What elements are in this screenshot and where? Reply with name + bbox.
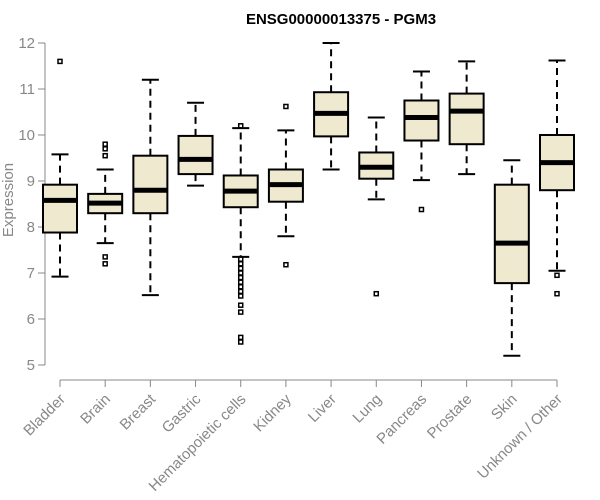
- box-group: [42, 58, 78, 278]
- y-tick-label: 5: [27, 357, 35, 374]
- box-iqr: [132, 154, 169, 215]
- x-tick-label: Pancreas: [373, 391, 430, 448]
- y-tick-label: 6: [27, 311, 35, 328]
- outlier-point: [373, 290, 380, 297]
- box-group: [222, 123, 259, 345]
- box-group: [267, 103, 304, 268]
- outlier-point: [237, 339, 244, 345]
- y-tick-label: 9: [27, 173, 35, 190]
- x-tick-label: Brain: [77, 391, 114, 428]
- box-iqr: [448, 92, 485, 146]
- x-tick-label: Skin: [488, 391, 521, 424]
- outlier-point: [237, 274, 244, 281]
- outlier-point: [283, 103, 289, 110]
- y-tick-label: 12: [18, 35, 35, 52]
- outlier-point: [57, 58, 63, 65]
- outlier-point: [237, 256, 244, 262]
- outlier-point: [237, 123, 244, 129]
- box-group: [539, 59, 575, 297]
- y-tick-label: 8: [27, 219, 35, 236]
- box-group: [313, 42, 350, 171]
- axes: 5 6 7 8 9 10 11 12: [18, 35, 558, 387]
- box-group: [493, 159, 530, 357]
- chart-title: ENSG00000013375 - PGM3: [246, 11, 436, 28]
- x-tick-label: Prostate: [424, 391, 476, 443]
- outlier-point: [102, 146, 108, 152]
- y-tick-label: 10: [18, 127, 35, 144]
- x-tick-label: Bladder: [20, 391, 69, 440]
- box-iqr: [177, 134, 214, 176]
- y-tick-label: 11: [19, 81, 35, 98]
- outlier-point: [237, 288, 244, 295]
- y-tick-label: 7: [27, 265, 35, 282]
- outlier-point: [237, 284, 244, 290]
- box-group: [448, 60, 485, 176]
- box-group: [358, 116, 395, 297]
- outlier-point: [237, 279, 244, 285]
- outlier-point: [102, 261, 108, 267]
- x-tick-label: Kidney: [250, 390, 295, 435]
- outlier-point: [102, 152, 108, 159]
- outlier-point: [237, 261, 244, 267]
- x-tick-label: Unknown / Other: [474, 391, 566, 483]
- outlier-point: [237, 309, 244, 315]
- y-axis-label: Expression: [0, 163, 17, 237]
- outlier-point: [237, 293, 244, 299]
- box-group: [403, 70, 440, 213]
- outlier-point: [237, 302, 244, 308]
- x-tick-label: Breast: [117, 390, 160, 433]
- outlier-point: [283, 261, 289, 268]
- box-iqr: [42, 183, 78, 234]
- box-group: [177, 101, 214, 187]
- box-iqr: [403, 99, 440, 142]
- outlier-point: [102, 254, 108, 260]
- outlier-point: [418, 206, 425, 213]
- x-tick-label: Liver: [305, 391, 340, 426]
- outlier-point: [554, 272, 560, 279]
- outlier-point: [237, 270, 244, 276]
- outlier-point: [237, 265, 244, 272]
- box-group: [132, 78, 169, 297]
- box-iqr: [493, 183, 530, 285]
- boxes: [42, 42, 575, 357]
- outlier-point: [554, 290, 560, 297]
- outlier-point: [237, 334, 244, 341]
- x-tick-label: Lung: [349, 391, 385, 427]
- box-group: [87, 141, 124, 267]
- outlier-point: [102, 141, 108, 147]
